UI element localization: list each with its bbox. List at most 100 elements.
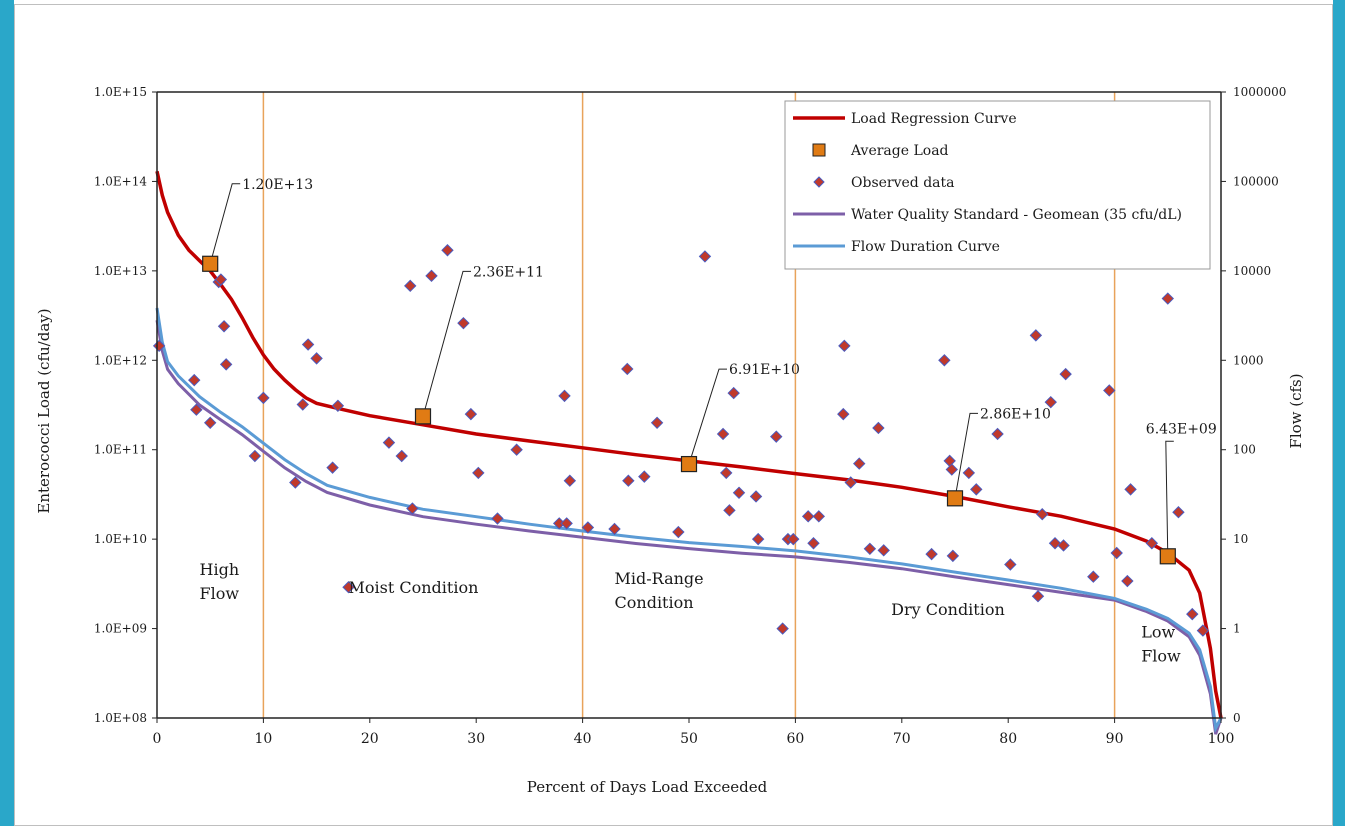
y-tick-label: 1.0E+14 xyxy=(94,174,148,188)
observed-data-point xyxy=(190,403,203,416)
legend-label: Observed data xyxy=(851,175,955,191)
x-tick-label: 50 xyxy=(680,731,698,747)
zone-label: Condition xyxy=(615,593,694,612)
legend-label: Load Regression Curve xyxy=(851,111,1017,127)
zone-label: Low xyxy=(1141,623,1175,642)
observed-data-point xyxy=(188,373,201,387)
observed-data-point xyxy=(925,547,938,561)
flow-duration-curve-line xyxy=(155,307,1223,734)
observed-data-point xyxy=(962,466,976,480)
observed-data-point xyxy=(560,517,573,530)
observed-data-point xyxy=(342,581,355,594)
y2-tick-label: 10 xyxy=(1233,532,1248,546)
observed-data-point xyxy=(1057,539,1070,552)
y2-tick-label: 0 xyxy=(1233,711,1241,725)
x-tick-label: 30 xyxy=(467,731,485,747)
observed-data-point xyxy=(510,443,523,456)
observed-data-point xyxy=(872,421,885,435)
observed-data-point xyxy=(1087,570,1100,583)
observed-data-point xyxy=(395,449,408,463)
zone-label: Flow xyxy=(200,584,240,603)
observed-data-point xyxy=(1124,483,1137,496)
zone-label: Flow xyxy=(1141,647,1181,666)
y2-tick-label: 1000 xyxy=(1233,353,1264,367)
observed-data-point xyxy=(943,454,956,468)
observed-data-point xyxy=(1103,384,1116,397)
observed-data-point xyxy=(1029,329,1043,342)
observed-data-point xyxy=(425,269,438,283)
observed-data-point xyxy=(749,490,763,503)
average-load-marker xyxy=(202,255,219,272)
average-load-leader xyxy=(1165,440,1174,557)
y2-tick-label: 10000 xyxy=(1233,264,1271,278)
observed-data-point xyxy=(382,436,396,449)
observed-data-point xyxy=(853,457,866,470)
observed-data-point xyxy=(622,474,635,487)
observed-data-point xyxy=(310,352,323,365)
observed-data-point xyxy=(770,430,783,443)
observed-data-point xyxy=(289,476,302,489)
observed-data-point xyxy=(970,483,983,496)
x-tick-label: 0 xyxy=(153,731,162,747)
observed-data-point xyxy=(331,399,345,412)
observed-data-point xyxy=(491,512,504,525)
observed-data-point xyxy=(257,391,270,405)
observed-data-point xyxy=(608,522,621,536)
x-tick-label: 100 xyxy=(1208,731,1235,747)
observed-data-point xyxy=(621,362,634,376)
observed-data-point xyxy=(1186,607,1199,621)
observed-data-point xyxy=(837,407,850,421)
y2-axis-label: Flow (cfs) xyxy=(1287,373,1305,448)
average-load-leader xyxy=(209,183,241,264)
observed-data-point xyxy=(217,320,231,333)
y-tick-label: 1.0E+08 xyxy=(94,711,147,725)
observed-data-point xyxy=(406,502,419,515)
x-tick-label: 10 xyxy=(254,731,272,747)
legend-swatch-average-load xyxy=(812,143,826,157)
y-tick-label: 1.0E+09 xyxy=(94,622,147,636)
observed-data-point xyxy=(457,316,470,330)
zone-label: Dry Condition xyxy=(891,600,1005,619)
observed-data-point xyxy=(787,532,800,546)
y-axis-label: Enterococci Load (cfu/day) xyxy=(35,308,53,513)
y-tick-label: 1.0E+13 xyxy=(94,264,147,278)
observed-data-point xyxy=(863,542,877,555)
observed-data-point xyxy=(938,354,951,367)
y2-tick-label: 100000 xyxy=(1233,174,1279,188)
observed-data-point xyxy=(812,510,826,523)
observed-data-point xyxy=(877,544,890,557)
average-load-label: 6.43E+09 xyxy=(1146,421,1217,437)
observed-data-point xyxy=(296,398,309,411)
average-load-leader xyxy=(954,412,978,499)
frame-left-border xyxy=(0,0,14,826)
observed-data-point xyxy=(776,622,789,635)
average-load-marker xyxy=(1159,548,1176,565)
legend-swatch-observed xyxy=(813,176,825,188)
zone-label: High xyxy=(200,560,240,579)
observed-data-point xyxy=(1121,574,1134,588)
average-load-marker xyxy=(946,490,964,507)
y-tick-label: 1.0E+12 xyxy=(94,353,147,367)
zone-label: Moist Condition xyxy=(349,578,479,597)
observed-data-point xyxy=(945,463,959,476)
average-load-leader xyxy=(688,368,727,465)
observed-data-point xyxy=(720,466,733,480)
zone-label: Mid-Range xyxy=(615,569,704,588)
frame-top-border xyxy=(14,0,1333,4)
observed-data-point xyxy=(946,549,960,563)
legend-label: Average Load xyxy=(850,143,949,159)
observed-data-point xyxy=(844,476,857,489)
observed-data-point xyxy=(464,407,478,421)
observed-data-point xyxy=(650,416,664,430)
x-tick-label: 70 xyxy=(893,731,911,747)
observed-data-point xyxy=(1036,508,1049,521)
observed-data-point xyxy=(732,486,746,499)
x-tick-label: 40 xyxy=(574,731,592,747)
observed-data-point xyxy=(1196,624,1210,637)
observed-data-point xyxy=(991,427,1004,441)
y2-tick-label: 100 xyxy=(1233,443,1256,457)
x-tick-label: 90 xyxy=(1106,731,1124,747)
observed-data-point xyxy=(801,510,815,523)
observed-data-point xyxy=(698,250,712,263)
observed-data-point xyxy=(441,244,454,257)
